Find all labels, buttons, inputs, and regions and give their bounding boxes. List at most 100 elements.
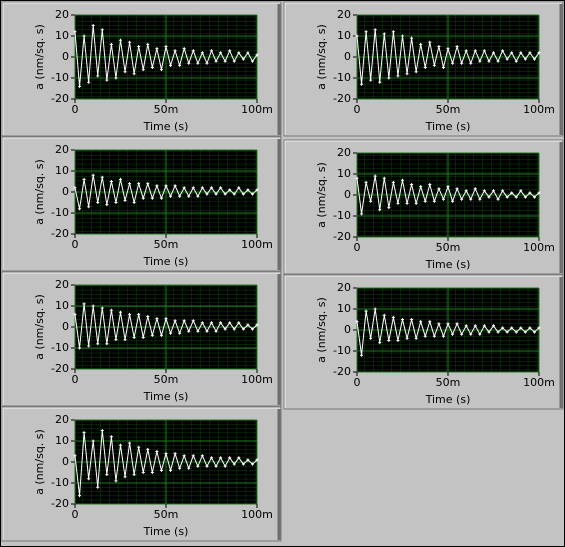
- data-point: [123, 198, 127, 202]
- y-tick-label: 20: [337, 281, 351, 294]
- x-axis-label: Time (s): [425, 120, 471, 133]
- data-point: [387, 206, 391, 210]
- data-point: [155, 450, 159, 453]
- data-point: [360, 353, 364, 357]
- data-point: [150, 471, 154, 474]
- y-axis-label: a (nm/sq. s): [33, 429, 46, 495]
- data-point: [482, 49, 486, 53]
- data-point: [223, 59, 227, 63]
- panel-highlight: [2, 2, 280, 135]
- data-point: [519, 51, 523, 55]
- data-point: [391, 30, 395, 34]
- data-point: [446, 322, 450, 326]
- data-point: [137, 182, 141, 186]
- y-tick-label: 0: [62, 455, 69, 468]
- data-point: [123, 70, 127, 74]
- data-point: [187, 194, 191, 198]
- data-point: [246, 323, 250, 327]
- data-point: [523, 57, 527, 61]
- y-tick-label: 10: [55, 434, 69, 447]
- data-point: [150, 333, 154, 337]
- data-point: [169, 63, 173, 67]
- data-point: [191, 454, 195, 458]
- data-point: [178, 466, 182, 470]
- data-point: [419, 320, 423, 324]
- x-tick-label: 100m: [523, 241, 555, 254]
- data-point: [255, 188, 259, 192]
- data-point: [137, 312, 141, 316]
- y-tick-label: 10: [337, 29, 351, 42]
- data-point: [528, 326, 532, 330]
- data-point: [492, 51, 495, 55]
- data-point: [496, 59, 500, 63]
- data-point: [82, 302, 86, 306]
- data-point: [178, 63, 182, 67]
- x-tick-label: 100m: [241, 508, 273, 521]
- data-point: [210, 456, 213, 460]
- data-point: [455, 322, 459, 326]
- data-point: [241, 192, 245, 196]
- data-point: [432, 63, 436, 67]
- data-point: [214, 59, 218, 63]
- data-point: [492, 189, 495, 193]
- data-point: [460, 197, 464, 201]
- data-point: [196, 194, 200, 198]
- data-point: [169, 331, 173, 335]
- data-point: [532, 57, 536, 61]
- x-tick-label: 50m: [154, 373, 179, 386]
- data-point: [173, 184, 177, 188]
- data-point: [223, 464, 227, 468]
- data-point: [496, 197, 500, 201]
- y-tick-label: 0: [344, 50, 351, 63]
- data-point: [105, 78, 109, 82]
- data-point: [514, 195, 518, 199]
- data-point: [91, 304, 95, 308]
- data-point: [87, 477, 91, 481]
- data-point: [501, 49, 505, 53]
- data-point: [132, 201, 136, 204]
- data-point: [109, 42, 113, 46]
- data-point: [146, 447, 150, 451]
- data-point: [123, 475, 127, 479]
- data-point: [428, 320, 432, 324]
- data-point: [410, 183, 414, 186]
- data-point: [496, 330, 500, 334]
- data-point: [223, 192, 227, 196]
- data-point: [510, 191, 514, 195]
- y-axis-label: a (nm/sq. s): [315, 24, 328, 90]
- data-point: [205, 61, 209, 65]
- x-tick-label: 0: [72, 508, 79, 521]
- data-point: [469, 332, 473, 336]
- data-point: [205, 192, 209, 196]
- data-point: [423, 66, 427, 69]
- y-tick-label: -20: [51, 497, 69, 510]
- data-point: [237, 186, 241, 190]
- y-tick-label: 10: [337, 302, 351, 315]
- data-point: [200, 321, 204, 325]
- graph-panel: -20 -10 0 10 20 0 50m 100m Time (s) a (nm/sq. s): [283, 139, 564, 275]
- data-point: [150, 196, 154, 200]
- data-point: [214, 464, 218, 468]
- data-point: [146, 315, 150, 318]
- data-point: [250, 192, 254, 196]
- data-point: [178, 194, 182, 198]
- data-point: [105, 203, 109, 207]
- x-tick-label: 0: [354, 376, 361, 389]
- data-point: [232, 462, 236, 466]
- x-tick-label: 50m: [436, 241, 461, 254]
- data-point: [119, 310, 122, 314]
- data-point: [91, 24, 95, 27]
- data-point: [246, 188, 250, 192]
- data-point: [241, 327, 245, 331]
- data-point: [487, 330, 491, 334]
- data-point: [187, 466, 191, 470]
- x-tick-label: 0: [72, 238, 79, 251]
- x-axis-label: Time (s): [143, 255, 189, 268]
- data-point: [123, 338, 127, 342]
- x-tick-label: 50m: [436, 376, 461, 389]
- data-point: [73, 312, 77, 316]
- x-tick-label: 0: [72, 373, 79, 386]
- data-point: [159, 196, 163, 200]
- data-point: [109, 180, 113, 183]
- x-tick-label: 50m: [436, 103, 461, 116]
